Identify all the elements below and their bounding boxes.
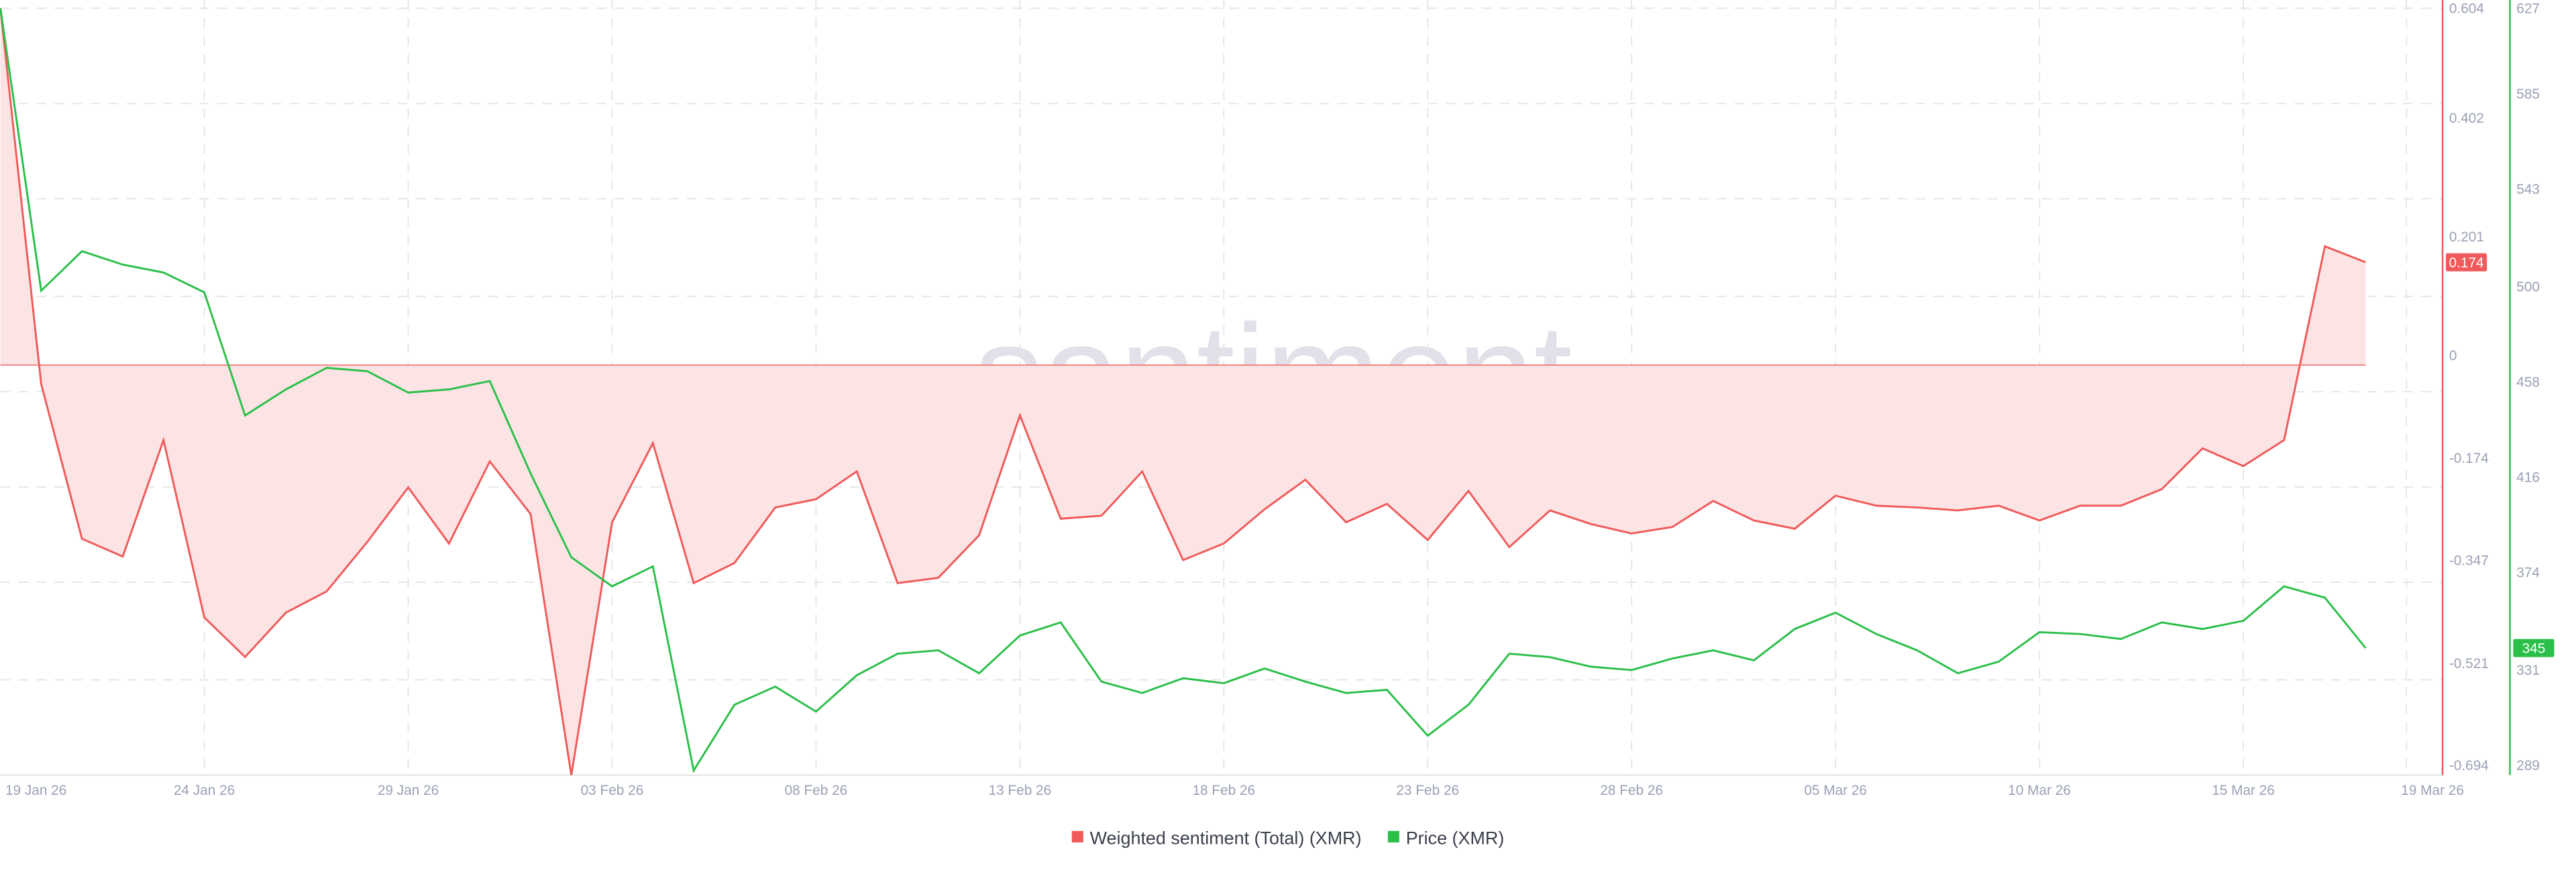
value-badge-bg — [2445, 253, 2487, 272]
y2-tick-label: 500 — [2516, 279, 2540, 294]
x-tick-label: 03 Feb 26 — [581, 783, 644, 798]
y2-tick-label: 289 — [2516, 758, 2540, 773]
x-tick-label: 28 Feb 26 — [1600, 783, 1663, 798]
area — [0, 8, 2366, 775]
x-tick-label: 19 Mar 26 — [2401, 783, 2464, 798]
x-tick-label: 08 Feb 26 — [785, 783, 848, 798]
legend-label: Weighted sentiment (Total) (XMR) — [1090, 828, 1362, 848]
y-tick-label: 0 — [2449, 348, 2457, 364]
y-tick-label: -0.174 — [2449, 451, 2489, 466]
y-tick-label: 0.604 — [2449, 1, 2484, 17]
x-tick-label: 18 Feb 26 — [1192, 783, 1255, 798]
x-tick-label: 10 Mar 26 — [2008, 783, 2071, 798]
value-badge-label: 345 — [2522, 641, 2546, 656]
value-badge-label: 0.174 — [2449, 255, 2484, 270]
y2-tick-label: 374 — [2516, 565, 2540, 581]
x-tick-label: 15 Mar 26 — [2212, 783, 2275, 798]
x-tick-label: 23 Feb 26 — [1396, 783, 1459, 798]
y-tick-label: -0.694 — [2449, 758, 2489, 773]
x-tick-label: 13 Feb 26 — [989, 783, 1052, 798]
y2-tick-label: 416 — [2516, 470, 2540, 486]
x-tick-label: 29 Jan 26 — [378, 783, 439, 798]
y2-tick-label: 331 — [2516, 663, 2540, 678]
x-tick-label: 24 Jan 26 — [174, 783, 235, 798]
legend-swatch — [1387, 830, 1399, 842]
legend-swatch — [1071, 830, 1083, 842]
y-tick-label: -0.521 — [2449, 656, 2489, 671]
y2-tick-label: 458 — [2516, 375, 2540, 390]
value-badge: 345 — [2513, 639, 2555, 657]
value-badge: 0.174 — [2445, 253, 2487, 272]
line — [0, 8, 2366, 775]
x-tick-label: 05 Mar 26 — [1804, 783, 1867, 798]
y2-tick-label: 627 — [2516, 1, 2540, 17]
y2-tick-label: 585 — [2516, 87, 2540, 102]
y-tick-label: -0.347 — [2449, 553, 2489, 569]
line — [0, 8, 2367, 773]
value-badge-bg — [2513, 639, 2555, 657]
y2-tick-label: 543 — [2516, 182, 2540, 197]
legend-label: Price (XMR) — [1406, 828, 1505, 848]
y-tick-label: 0.201 — [2449, 229, 2484, 245]
x-tick-label: 19 Jan 26 — [5, 783, 66, 798]
y-tick-label: 0.402 — [2449, 111, 2484, 126]
legend: Weighted sentiment (Total) (XMR) Price (X… — [1071, 828, 1505, 848]
